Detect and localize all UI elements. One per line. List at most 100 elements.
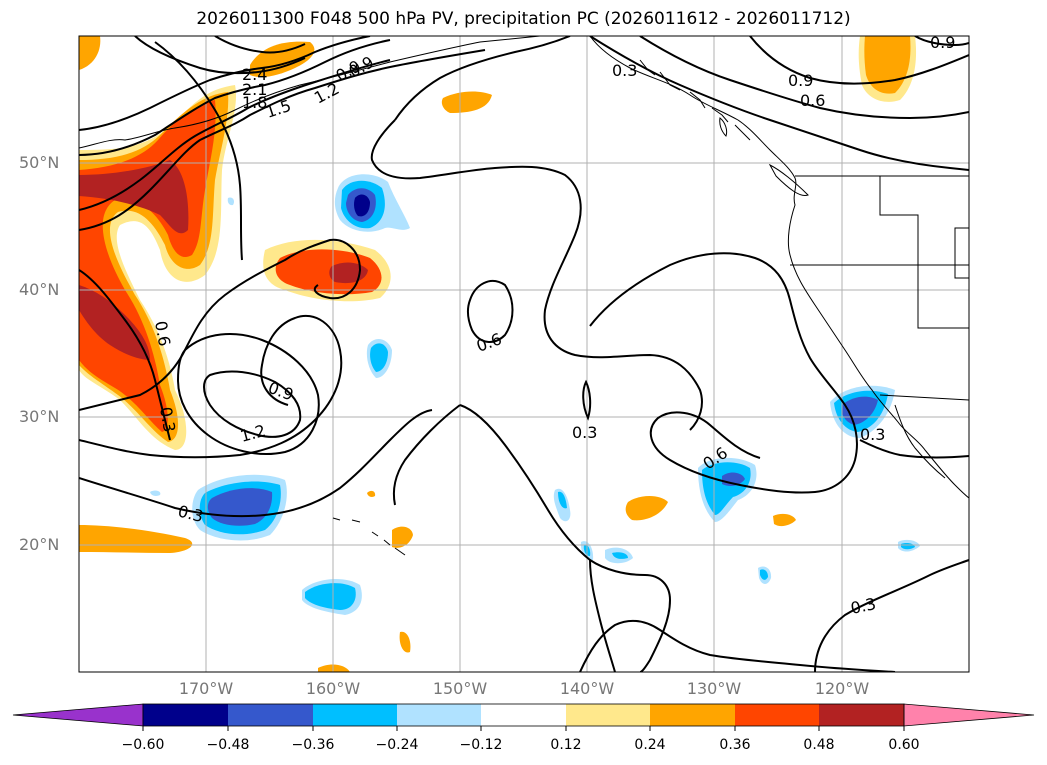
us-state-border [879,176,969,266]
colorbar-tick-label: −0.12 [459,737,503,753]
anomaly-region [399,631,411,653]
pv-contour [214,36,306,54]
longitude-label: 140°W [559,679,615,698]
vancouver-island [768,163,809,197]
latitude-label: 50°N [19,153,60,172]
pv-contour [589,559,616,672]
anomaly-region [392,526,413,548]
anomaly-region [773,513,796,527]
aleutian-coast [79,36,541,149]
contour-label: 1.8 [242,93,267,112]
anomaly-region [612,552,628,559]
pv-contour [79,409,433,518]
contour-label: 0.3 [860,425,885,444]
pv-contour [79,49,486,231]
anomaly-region [79,285,150,360]
anomaly-region [150,490,161,496]
pv-contour [392,404,461,506]
colorbar-tick-label: −0.48 [206,737,250,753]
pv-contour [154,41,243,261]
colorbar-outline [142,703,905,727]
colorbar-tick-label: 0.36 [719,737,751,753]
map-frame [78,35,970,673]
pv-contour [79,238,362,411]
latitude-label: 30°N [19,407,60,426]
us-state-border [790,264,969,329]
colorbar-ticks [142,726,905,731]
colorbar-tick-label: −0.36 [291,737,335,753]
anomaly-region [625,496,668,521]
haida-gwaii [719,117,728,137]
anomaly-region [275,249,382,295]
colorbar-swatch [143,704,228,726]
pv-contour [466,280,514,343]
anomaly-region [79,36,101,70]
longitude-label: 130°W [686,679,742,698]
north-america-coastline [589,36,969,499]
pv-contours [79,36,969,672]
pv-contour [176,333,320,455]
anomaly-region [227,197,235,206]
pv-contour [579,619,896,672]
anomaly-region [305,583,356,610]
us-mexico-border [879,394,969,401]
pv-contour [79,39,391,156]
pv-contour [79,314,343,459]
pv-contour [814,559,969,672]
hawaiian-islands [332,517,406,556]
map-title: 2026011300 F048 500 hPa PV, precipitatio… [196,9,851,29]
anomaly-region [318,664,350,672]
colorbar-swatch [566,704,650,726]
colorbar-swatch [735,704,819,726]
colorbar-tick-label: 0.12 [550,737,582,753]
contour-label: 0.3 [612,61,637,80]
coastlines [79,36,969,556]
contour-label: 0.6 [800,91,825,110]
contour-label: 0.9 [788,71,813,90]
longitude-label: 150°W [432,679,488,698]
anomaly-region [354,194,370,217]
longitude-label: 160°W [305,679,361,698]
colorbar-tick-label: −0.60 [121,737,165,753]
map-area: 0.3 0.3 0.3 0.3 0.3 0.6 0.6 0.6 0.6 0.9 … [79,33,969,672]
pv-contour [589,252,858,494]
colorbar-extend-min [12,703,144,727]
latitude-label: 40°N [19,280,60,299]
anomaly-region [558,491,567,509]
colorbar-swatch [819,704,904,726]
contour-label: 0.9 [930,33,955,52]
colorbar [12,703,1035,731]
pv-contour [859,439,969,459]
latitude-label: 20°N [19,535,60,554]
us-state-border [954,227,969,279]
longitude-label: 170°W [178,679,234,698]
pv-contour [134,36,306,75]
pv-contour [749,36,969,85]
anomaly-region [367,490,376,497]
baja-peninsula-coastline [894,404,946,479]
contour-label: 0.6 [151,319,174,347]
contour-label: 2.1 [242,80,267,99]
colorbar-tick-label: 0.48 [803,737,835,753]
pv-contour [914,36,969,47]
colorbar-swatch [228,704,313,726]
pv-contour [582,379,592,421]
anomaly-region [370,343,388,372]
pv-contour [459,404,672,672]
colorbar-swatch [650,704,735,726]
pv-contour [394,36,571,121]
contour-label: 0.3 [156,405,179,433]
colorbar-tick-label: 0.60 [888,737,920,753]
positive-anomaly-shading [79,36,917,672]
graticule [79,36,969,672]
longitude-label: 120°W [814,679,870,698]
pv-contour [589,36,969,171]
colorbar-swatch [481,704,566,726]
colorbar-swatch [313,704,397,726]
pv-contour [370,119,703,431]
colorbar-tick-label: 0.24 [634,737,666,753]
anomaly-region [79,525,193,553]
pv-contour [79,269,171,441]
anomaly-region [841,396,878,425]
